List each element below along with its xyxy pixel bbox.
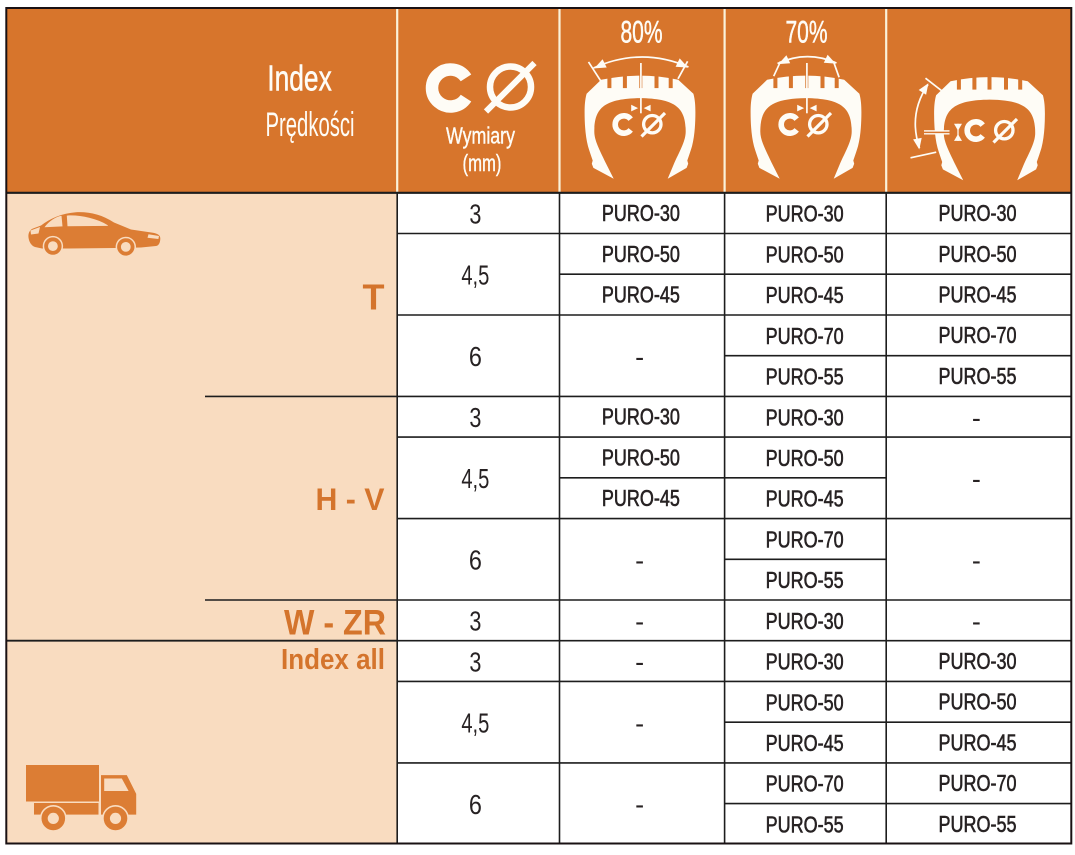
svg-text:-: - — [635, 342, 644, 372]
svg-text:4,5: 4,5 — [461, 708, 489, 739]
svg-text:3: 3 — [469, 199, 481, 230]
svg-text:-: - — [635, 607, 644, 637]
svg-text:PURO-55: PURO-55 — [766, 812, 844, 838]
svg-text:PURO-70: PURO-70 — [766, 771, 844, 797]
svg-text:PURO-50: PURO-50 — [766, 445, 844, 471]
svg-text:PURO-50: PURO-50 — [602, 444, 680, 470]
svg-text:PURO-70: PURO-70 — [939, 322, 1017, 348]
svg-text:PURO-55: PURO-55 — [766, 364, 844, 390]
svg-text:PURO-55: PURO-55 — [939, 811, 1017, 837]
svg-text:80%: 80% — [621, 14, 663, 50]
svg-text:3: 3 — [469, 402, 481, 433]
svg-text:6: 6 — [469, 545, 482, 576]
svg-text:PURO-70: PURO-70 — [766, 323, 844, 349]
svg-text:70%: 70% — [786, 14, 828, 50]
svg-text:3: 3 — [469, 646, 481, 677]
svg-text:-: - — [972, 464, 981, 494]
svg-text:6: 6 — [469, 341, 482, 372]
svg-text:PURO-30: PURO-30 — [766, 608, 844, 634]
svg-text:PURO-30: PURO-30 — [939, 200, 1017, 226]
svg-text:-: - — [635, 647, 644, 677]
svg-text:PURO-50: PURO-50 — [766, 689, 844, 715]
svg-text:Index all: Index all — [281, 644, 385, 676]
svg-text:Wymiary: Wymiary — [446, 123, 515, 149]
svg-text:PURO-30: PURO-30 — [939, 648, 1017, 674]
svg-text:PURO-30: PURO-30 — [602, 404, 680, 430]
svg-text:PURO-70: PURO-70 — [939, 770, 1017, 796]
svg-text:PURO-30: PURO-30 — [766, 201, 844, 227]
svg-text:PURO-45: PURO-45 — [766, 730, 844, 756]
svg-text:PURO-55: PURO-55 — [939, 363, 1017, 389]
svg-text:-: - — [635, 545, 644, 575]
svg-text:3: 3 — [469, 606, 481, 637]
svg-text:H - V: H - V — [316, 481, 385, 517]
svg-text:PURO-30: PURO-30 — [766, 404, 844, 430]
svg-text:T: T — [363, 277, 385, 318]
svg-text:PURO-45: PURO-45 — [602, 485, 680, 511]
svg-text:PURO-45: PURO-45 — [939, 729, 1017, 755]
svg-text:-: - — [972, 607, 981, 637]
svg-text:PURO-45: PURO-45 — [939, 282, 1017, 308]
svg-text:PURO-50: PURO-50 — [939, 689, 1017, 715]
svg-text:6: 6 — [469, 789, 482, 820]
svg-text:Prędkości: Prędkości — [266, 106, 355, 144]
svg-text:-: - — [972, 545, 981, 575]
svg-text:PURO-50: PURO-50 — [602, 241, 680, 267]
svg-text:-: - — [972, 403, 981, 433]
svg-text:-: - — [635, 790, 644, 820]
svg-text:(mm): (mm) — [463, 150, 502, 176]
svg-text:PURO-50: PURO-50 — [766, 241, 844, 267]
svg-text:4,5: 4,5 — [461, 260, 489, 291]
svg-text:PURO-30: PURO-30 — [602, 200, 680, 226]
svg-text:PURO-70: PURO-70 — [766, 526, 844, 552]
svg-text:PURO-30: PURO-30 — [766, 649, 844, 675]
svg-text:Index: Index — [267, 58, 332, 99]
svg-text:-: - — [635, 708, 644, 738]
svg-text:PURO-55: PURO-55 — [766, 567, 844, 593]
svg-text:W - ZR: W - ZR — [284, 603, 386, 643]
svg-text:PURO-45: PURO-45 — [766, 486, 844, 512]
svg-text:PURO-50: PURO-50 — [939, 241, 1017, 267]
svg-text:PURO-45: PURO-45 — [766, 282, 844, 308]
svg-text:4,5: 4,5 — [461, 463, 489, 494]
svg-text:PURO-45: PURO-45 — [602, 282, 680, 308]
